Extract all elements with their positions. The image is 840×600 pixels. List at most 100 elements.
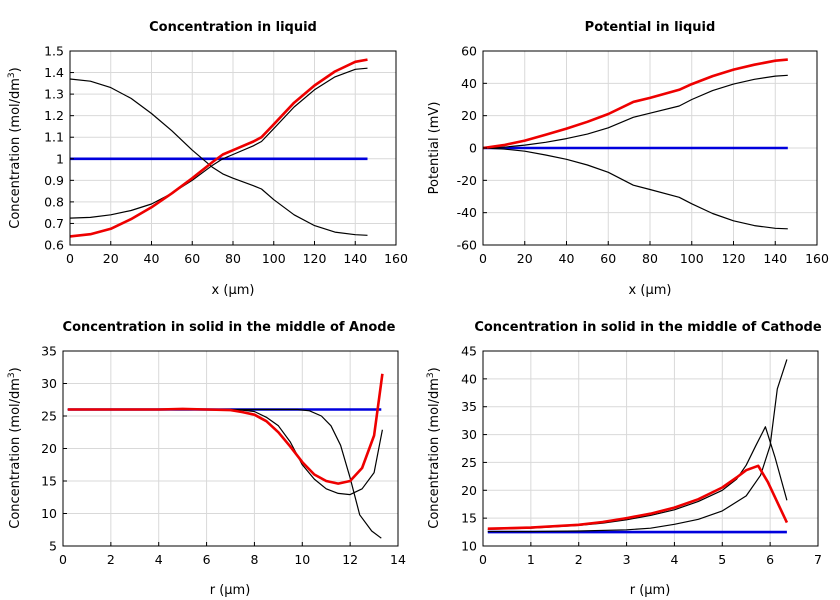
tick-group: 0 20 40 60 80 100 120 140 160 -60 -40 -20 0 20 40 60 xyxy=(457,44,829,267)
y-tick-label: 0.7 xyxy=(44,216,64,231)
x-axis-label: x (µm) xyxy=(212,283,255,298)
x-tick-label: 140 xyxy=(343,251,367,266)
x-tick-label: 5 xyxy=(718,552,726,567)
x-tick-label: 1 xyxy=(527,552,535,567)
y-tick-label: 25 xyxy=(461,455,477,470)
y-tick-label: 40 xyxy=(461,76,477,91)
y-axis-label-close: ) xyxy=(8,367,23,372)
series-line-t1-decreasing xyxy=(69,78,368,236)
tick-group: 0 20 40 60 80 100 120 140 160 0.6 0.7 0.8 0.9 1 1.1 1.2… xyxy=(44,44,408,267)
y-tick-label: 60 xyxy=(461,44,477,59)
y-tick-label: -20 xyxy=(457,173,477,188)
y-axis-label-close: ) xyxy=(427,367,442,372)
x-tick-label: 40 xyxy=(559,251,575,266)
panel-solid-cathode: Concentration in solid in the middle of … xyxy=(426,320,822,598)
x-tick-label: 4 xyxy=(670,552,678,567)
y-tick-label: -40 xyxy=(457,205,477,220)
x-axis-label: r (µm) xyxy=(210,583,251,598)
y-tick-label: 1.5 xyxy=(44,44,64,59)
series-group xyxy=(69,58,368,238)
y-axis-label-main: Potential (mV) xyxy=(427,102,442,195)
y-tick-label: 30 xyxy=(461,427,477,442)
x-tick-label: 160 xyxy=(384,251,408,266)
series-line-t2 xyxy=(67,373,384,485)
x-tick-label: 120 xyxy=(722,251,746,266)
x-tick-label: 8 xyxy=(250,552,258,567)
x-tick-label: 6 xyxy=(766,552,774,567)
y-tick-label: 5 xyxy=(49,539,57,554)
grid xyxy=(483,351,818,546)
y-axis-label-main: Concentration (mol/dm xyxy=(8,378,23,529)
y-axis-label-sup: 3 xyxy=(7,372,17,378)
x-tick-label: 2 xyxy=(107,552,115,567)
y-axis-label-sup: 3 xyxy=(7,72,17,78)
x-tick-label: 0 xyxy=(66,251,74,266)
x-tick-label: 80 xyxy=(642,251,658,266)
x-tick-label: 3 xyxy=(623,552,631,567)
chart-title: Concentration in liquid xyxy=(149,20,317,35)
x-axis-label: r (µm) xyxy=(630,583,671,598)
grid xyxy=(63,351,398,546)
y-axis-label-close: ) xyxy=(8,67,23,72)
y-tick-label: 0.8 xyxy=(44,194,64,209)
x-tick-label: 7 xyxy=(814,552,822,567)
y-axis-label: Concentration (mol/dm3) xyxy=(426,367,442,529)
x-tick-label: 20 xyxy=(103,251,119,266)
series-line-t1-inner xyxy=(67,408,382,539)
y-tick-label: 1 xyxy=(56,151,64,166)
y-tick-label: 45 xyxy=(461,344,477,359)
y-axis-label: Concentration (mol/dm3) xyxy=(7,367,23,529)
y-tick-label: 1.3 xyxy=(44,87,64,102)
x-tick-label: 60 xyxy=(600,251,616,266)
x-tick-label: 140 xyxy=(763,251,787,266)
y-tick-label: 35 xyxy=(41,344,57,359)
grid xyxy=(70,51,396,245)
x-tick-label: 160 xyxy=(805,251,829,266)
series-line-t1-positive xyxy=(482,74,788,149)
y-tick-label: 15 xyxy=(41,474,57,489)
x-tick-label: 0 xyxy=(479,552,487,567)
y-axis-label: Concentration (mol/dm3) xyxy=(7,67,23,229)
series-line-t1-peak xyxy=(487,426,788,530)
x-tick-label: 40 xyxy=(144,251,160,266)
y-tick-label: 40 xyxy=(461,371,477,386)
x-tick-label: 100 xyxy=(262,251,286,266)
y-tick-label: 25 xyxy=(41,409,57,424)
y-axis-label: Potential (mV) xyxy=(427,102,442,195)
x-axis-label: x (µm) xyxy=(629,283,672,298)
panel-concentration-liquid: Concentration in liquid 0 20 40 60 80 100 120 1… xyxy=(7,20,408,298)
plot-frame xyxy=(482,350,819,547)
x-tick-label: 2 xyxy=(575,552,583,567)
series-group xyxy=(482,58,788,230)
y-axis-label-main: Concentration (mol/dm xyxy=(8,78,23,229)
x-tick-label: 12 xyxy=(342,552,358,567)
x-tick-label: 14 xyxy=(390,552,406,567)
series-group xyxy=(67,373,384,539)
y-tick-label: 0.9 xyxy=(44,173,64,188)
x-tick-label: 0 xyxy=(479,251,487,266)
series-line-t2 xyxy=(487,464,789,530)
x-tick-label: 120 xyxy=(303,251,327,266)
y-tick-label: 20 xyxy=(461,483,477,498)
y-axis-label-main: Concentration (mol/dm xyxy=(427,378,442,529)
x-tick-label: 6 xyxy=(203,552,211,567)
panel-solid-anode: Concentration in solid in the middle of … xyxy=(7,320,406,598)
series-group xyxy=(487,359,789,534)
y-tick-label: 10 xyxy=(461,539,477,554)
tick-group: 0 2 4 6 8 10 12 14 5 10 15 20 25 30 35 xyxy=(41,344,406,568)
y-tick-label: 0.6 xyxy=(44,238,64,253)
y-tick-label: 1.2 xyxy=(44,108,64,123)
y-tick-label: 0 xyxy=(469,141,477,156)
y-tick-label: 15 xyxy=(461,511,477,526)
x-tick-label: 4 xyxy=(155,552,163,567)
chart-title: Concentration in solid in the middle of … xyxy=(474,320,822,335)
y-tick-label: 10 xyxy=(41,506,57,521)
x-tick-label: 20 xyxy=(517,251,533,266)
y-tick-label: -60 xyxy=(457,238,477,253)
x-tick-label: 60 xyxy=(184,251,200,266)
y-tick-label: 35 xyxy=(461,399,477,414)
x-tick-label: 10 xyxy=(294,552,310,567)
series-line-t1-steep xyxy=(487,359,788,533)
